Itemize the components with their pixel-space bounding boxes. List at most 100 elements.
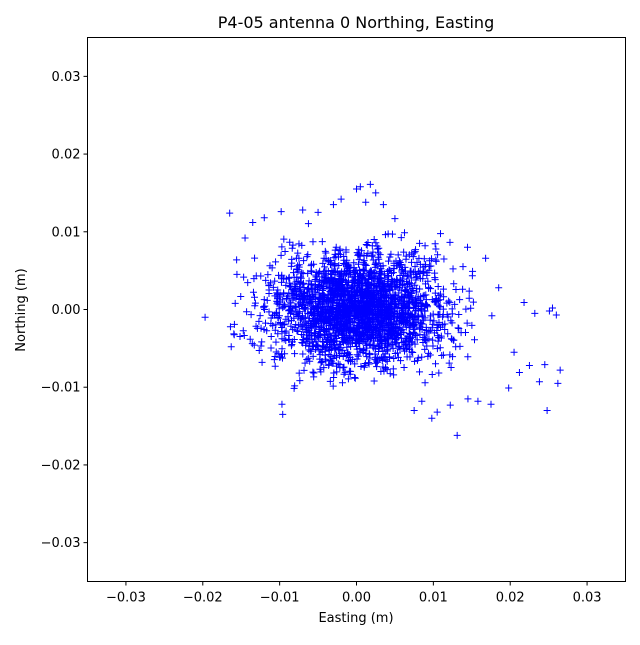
data-point	[280, 235, 288, 243]
data-point	[309, 238, 317, 246]
data-point	[375, 330, 383, 338]
data-point	[328, 275, 336, 283]
data-point	[258, 358, 266, 366]
data-point	[377, 271, 385, 279]
data-point	[419, 269, 427, 277]
data-point	[313, 285, 321, 293]
data-point	[449, 265, 457, 273]
data-point	[271, 326, 279, 334]
data-point	[429, 310, 437, 318]
data-point	[431, 276, 439, 284]
data-point	[541, 361, 549, 369]
data-point	[311, 275, 319, 283]
data-point	[369, 329, 377, 337]
data-point	[336, 299, 344, 307]
x-tick-label: 0.01	[419, 591, 448, 606]
data-point	[335, 340, 343, 348]
data-point	[429, 336, 437, 344]
data-point	[384, 271, 392, 279]
data-point	[388, 269, 396, 277]
data-point	[333, 368, 341, 376]
data-point	[278, 400, 286, 408]
data-point	[306, 347, 314, 355]
data-point	[353, 185, 360, 193]
data-point	[265, 281, 273, 289]
data-point	[376, 320, 384, 328]
data-point	[429, 320, 437, 328]
x-tick-label: −0.02	[183, 591, 223, 606]
data-point	[333, 353, 341, 361]
data-point	[401, 286, 409, 294]
data-point	[482, 254, 490, 262]
data-point	[300, 366, 308, 374]
data-point	[306, 320, 314, 328]
data-point	[464, 395, 472, 403]
data-point	[312, 269, 320, 277]
data-point	[339, 314, 347, 322]
data-point	[446, 298, 454, 306]
data-point	[380, 306, 388, 314]
data-point	[388, 230, 396, 238]
data-point	[263, 296, 271, 304]
data-point	[372, 189, 380, 197]
data-point	[354, 251, 362, 259]
data-point	[446, 351, 454, 359]
data-point	[272, 348, 280, 356]
data-point	[303, 328, 311, 336]
data-point	[356, 307, 364, 315]
data-point	[365, 333, 373, 341]
data-point	[398, 301, 406, 309]
data-point	[329, 355, 337, 363]
data-point	[250, 293, 258, 301]
data-point	[347, 302, 355, 310]
data-point	[419, 334, 427, 342]
data-point	[360, 315, 368, 323]
data-point	[274, 330, 282, 338]
data-point	[327, 280, 335, 288]
data-point	[247, 311, 255, 319]
data-point	[277, 278, 285, 286]
data-point	[347, 334, 355, 342]
data-point	[355, 310, 363, 318]
data-point	[377, 368, 385, 376]
data-point	[337, 195, 345, 203]
data-point	[355, 245, 363, 253]
data-point	[416, 324, 424, 332]
x-tick-label: −0.01	[260, 591, 300, 606]
data-point	[344, 356, 352, 364]
data-point	[272, 321, 280, 329]
data-point	[332, 324, 340, 332]
data-point	[360, 294, 368, 302]
data-point	[340, 322, 348, 330]
data-point	[295, 286, 303, 294]
data-point	[421, 280, 429, 288]
data-point	[471, 336, 479, 344]
data-point	[358, 288, 366, 296]
data-point	[436, 230, 444, 238]
data-point	[369, 256, 377, 264]
data-point	[459, 263, 467, 271]
data-point	[383, 347, 391, 355]
data-point	[391, 335, 399, 343]
data-point	[344, 375, 352, 383]
data-point	[428, 371, 436, 379]
data-point	[359, 273, 367, 281]
data-point	[325, 361, 333, 369]
data-point	[443, 299, 451, 307]
data-point	[281, 247, 289, 255]
data-point	[467, 304, 475, 312]
data-point	[227, 343, 235, 351]
data-point	[294, 249, 302, 257]
data-point	[312, 337, 320, 345]
data-point	[381, 231, 389, 239]
data-point	[408, 348, 416, 356]
data-point	[272, 258, 280, 266]
data-point	[413, 356, 421, 364]
data-point	[313, 341, 321, 349]
data-point	[278, 328, 286, 336]
data-point	[446, 238, 454, 246]
axes: −0.03 −0.02 −0.01 0.00 0.01 0.02 0.03 −0.03 −0.0…	[41, 70, 602, 606]
data-point	[412, 273, 420, 281]
data-point	[366, 335, 374, 343]
